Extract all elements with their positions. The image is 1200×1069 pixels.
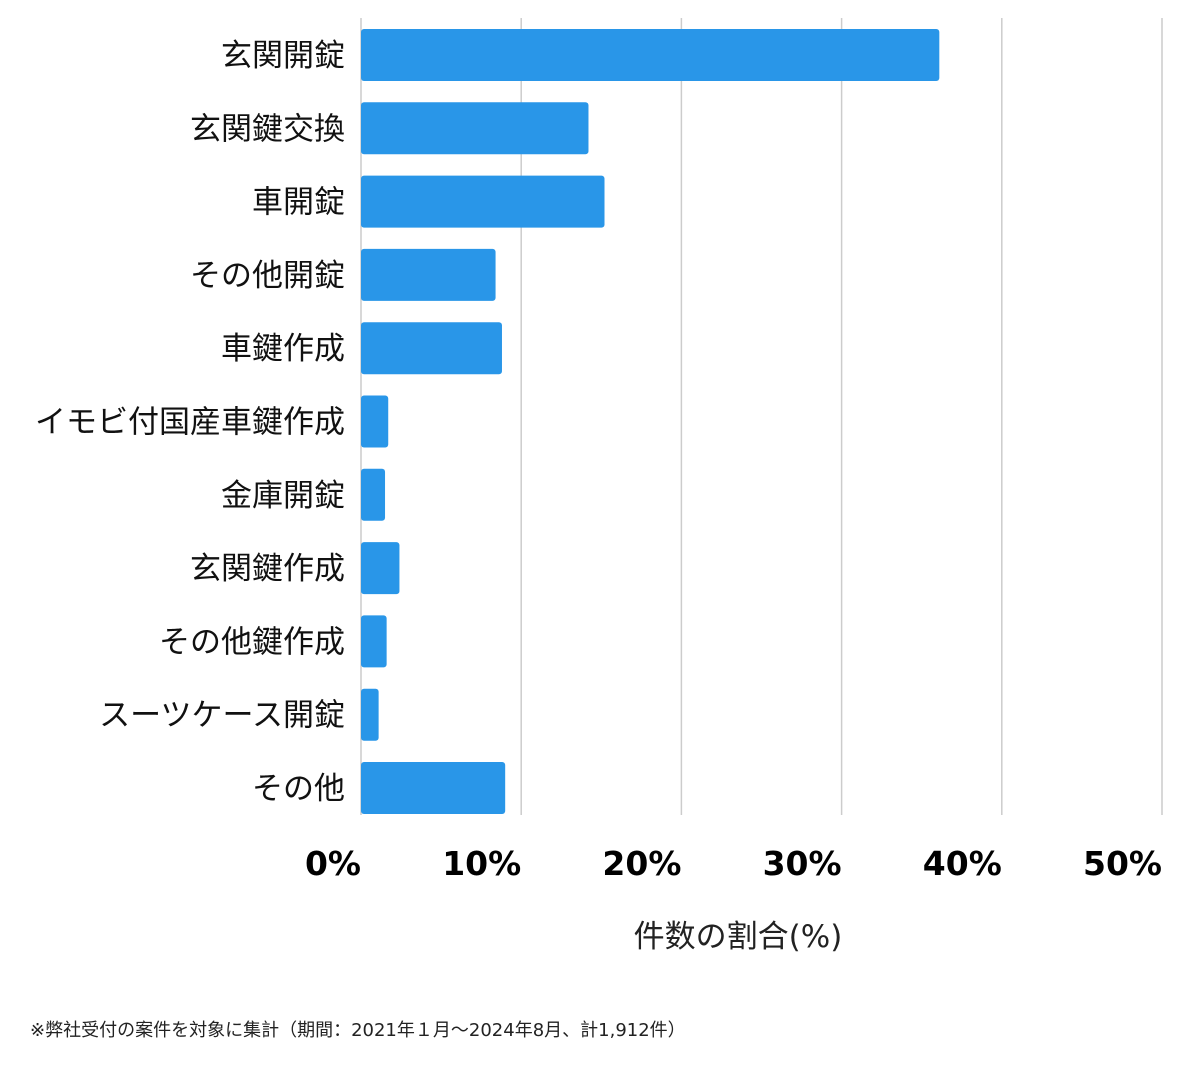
category-label: イモビ付国産車鍵作成 [35,405,345,441]
category-label: 玄関鍵作成 [190,551,345,587]
bars [361,29,940,814]
bar [361,542,400,595]
x-tick-labels: 0% 10% 20% 30% 40% 50% [305,844,1162,883]
category-label: 玄関鍵交換 [190,111,345,147]
bar [361,102,589,155]
bar [361,762,506,814]
x-tick-label: 0% [305,844,361,883]
bar [361,322,502,375]
bar [361,248,496,301]
x-axis-title: 件数の割合(%) [634,919,843,955]
x-tick-label: 30% [763,844,842,883]
category-labels: 玄関開錠玄関鍵交換車開錠その他開錠車鍵作成イモビ付国産車鍵作成金庫開錠玄関鍵作成… [35,38,345,807]
category-label: その他開錠 [190,258,345,294]
bar [361,688,379,741]
bar [361,175,605,228]
bar-chart: 玄関開錠玄関鍵交換車開錠その他開錠車鍵作成イモビ付国産車鍵作成金庫開錠玄関鍵作成… [35,18,1163,955]
category-label: 玄関開錠 [221,38,345,74]
bar [361,468,386,521]
x-tick-label: 40% [923,844,1002,883]
bar [361,29,940,81]
bar [361,395,389,448]
x-tick-label: 10% [442,844,521,883]
category-label: 車鍵作成 [221,331,345,367]
x-tick-label: 20% [602,844,681,883]
x-tick-label: 50% [1083,844,1162,883]
category-label: 金庫開錠 [221,478,345,514]
footnote: ※弊社受付の案件を対象に集計（期間：2021年１月〜2024年8月、計1,912… [30,1020,686,1041]
category-label: 車開錠 [252,185,345,221]
category-label: その他鍵作成 [159,624,345,660]
bar [361,615,387,668]
category-label: スーツケース開錠 [99,698,345,734]
category-label: その他 [252,771,345,807]
